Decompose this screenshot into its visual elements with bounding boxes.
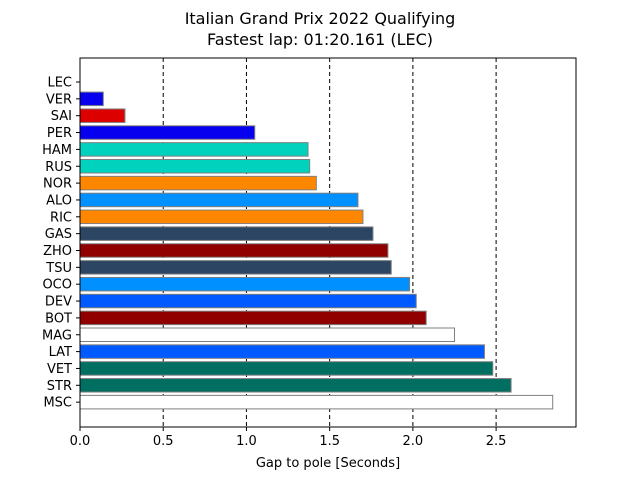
y-tick-label: GAS [45,227,72,242]
bar-ver [79,91,104,107]
x-tick-label: 1.0 [236,434,257,449]
y-tick-label: PER [47,126,72,141]
y-tick-label: DEV [45,295,72,310]
bar-dev [79,293,417,309]
y-tick-label: VET [47,362,72,377]
y-tick-label: OCO [42,278,72,293]
y-tick-label: ALO [46,193,72,208]
bar-rus [79,159,311,174]
bar-msc [79,394,554,410]
chart-subtitle: Fastest lap: 01:20.161 (LEC) [207,30,433,49]
y-tick-label: MSC [43,396,72,411]
y-tick-label: LAT [49,345,72,360]
bar-vet [79,361,494,376]
y-tick-label: RIC [50,210,72,225]
bar-ham [79,142,309,157]
y-tick-label: LEC [47,76,72,91]
y-tick-label: RUS [45,160,72,175]
bar-zho [79,243,389,258]
x-tick-label: 0.0 [70,434,91,449]
bar-oco [79,276,411,292]
bar-nor [79,175,317,191]
bar-str [79,378,512,393]
x-axis-ticks: 0.0 0.5 1.0 1.5 2.0 2.5 [70,427,507,449]
y-tick-label: BOT [45,311,72,326]
x-axis-label: Gap to pole [Seconds] [256,456,400,471]
bar-mag [79,327,455,342]
y-tick-label: TSU [45,261,72,276]
y-tick-label: ZHO [43,244,72,259]
grid-lines [162,58,497,427]
x-tick-label: 0.5 [153,434,174,449]
y-tick-label: HAM [42,143,72,158]
y-tick-label: VER [46,92,72,107]
bar-sai [79,108,126,123]
y-tick-label: STR [47,379,72,394]
x-tick-label: 2.5 [486,434,507,449]
plot-frame [79,57,577,428]
bar-gas [79,226,374,241]
bar-ric [79,209,364,225]
bar-tsu [79,260,392,275]
y-tick-label: SAI [51,109,72,124]
bar-lat [79,344,485,359]
chart-title: Italian Grand Prix 2022 Qualifying [185,9,456,28]
bar-bot [79,310,427,326]
bar-alo [79,192,359,208]
x-tick-label: 2.0 [403,434,424,449]
bar-per [79,125,256,140]
x-tick-label: 1.5 [319,434,340,449]
bars [79,91,554,410]
y-tick-label: NOR [43,177,72,192]
y-tick-label: MAG [42,328,72,343]
